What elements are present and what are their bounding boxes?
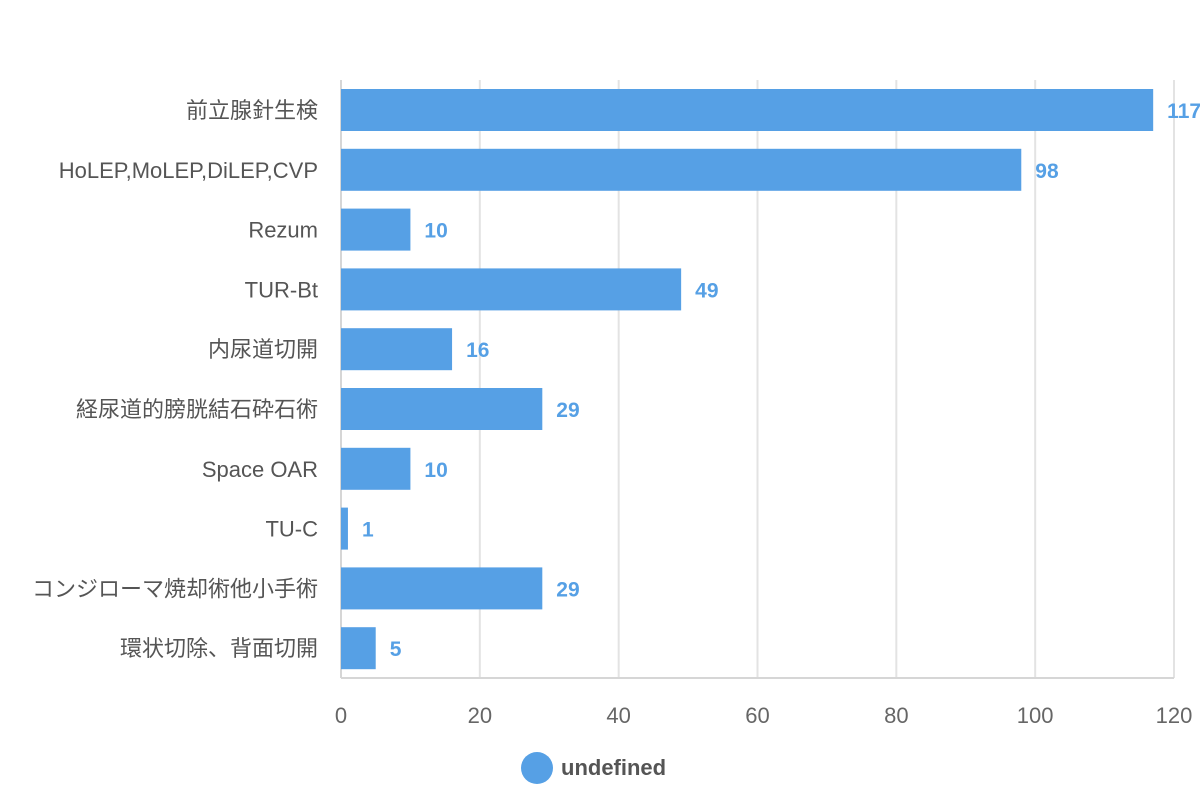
value-label: 16: [466, 339, 489, 362]
category-label: HoLEP,MoLEP,DiLEP,CVP: [59, 158, 318, 183]
bar[interactable]: [341, 268, 682, 311]
bar[interactable]: [341, 89, 1154, 131]
category-label: 前立腺針生検: [186, 98, 318, 123]
category-label: Rezum: [248, 218, 318, 243]
category-label: コンジローマ焼却術他小手術: [32, 576, 318, 601]
category-label: 環状切除、背面切開: [120, 636, 318, 661]
category-label: TUR-Bt: [245, 277, 318, 302]
bar[interactable]: [341, 627, 376, 670]
bar[interactable]: [341, 328, 453, 371]
category-label: TU-C: [265, 517, 318, 542]
x-tick-label: 60: [745, 703, 769, 728]
value-label: 49: [695, 279, 718, 302]
category-labels: 前立腺針生検 HoLEP,MoLEP,DiLEP,CVP Rezum TUR-Bt 内尿…: [32, 98, 318, 661]
bar[interactable]: [341, 208, 411, 251]
legend[interactable]: undefined: [521, 752, 666, 784]
x-axis-tick-labels: 0 20 40 60 80 100 120: [335, 703, 1192, 728]
legend-label[interactable]: undefined: [561, 755, 666, 780]
legend-swatch[interactable]: [521, 752, 553, 784]
bars: [341, 89, 1154, 670]
x-tick-label: 40: [606, 703, 630, 728]
bar[interactable]: [341, 148, 1022, 191]
value-label: 117: [1167, 100, 1200, 123]
value-labels: 117 98 10 49 16 29 10 1 29 5: [362, 100, 1200, 661]
value-label: 10: [424, 459, 447, 482]
category-label: Space OAR: [202, 457, 318, 482]
value-label: 1: [362, 519, 374, 542]
bar[interactable]: [341, 567, 543, 610]
bar[interactable]: [341, 447, 411, 490]
bar[interactable]: [341, 388, 543, 430]
x-tick-label: 0: [335, 703, 347, 728]
category-label: 経尿道的膀胱結石砕石術: [76, 397, 318, 422]
value-label: 5: [390, 638, 402, 661]
bar[interactable]: [341, 507, 348, 550]
x-tick-label: 100: [1017, 703, 1054, 728]
x-tick-label: 80: [884, 703, 908, 728]
x-tick-label: 20: [468, 703, 492, 728]
value-label: 98: [1035, 160, 1059, 183]
value-label: 10: [424, 220, 447, 243]
value-label: 29: [556, 399, 579, 422]
value-label: 29: [556, 578, 579, 601]
category-label: 内尿道切開: [208, 337, 318, 362]
x-tick-label: 120: [1156, 703, 1193, 728]
